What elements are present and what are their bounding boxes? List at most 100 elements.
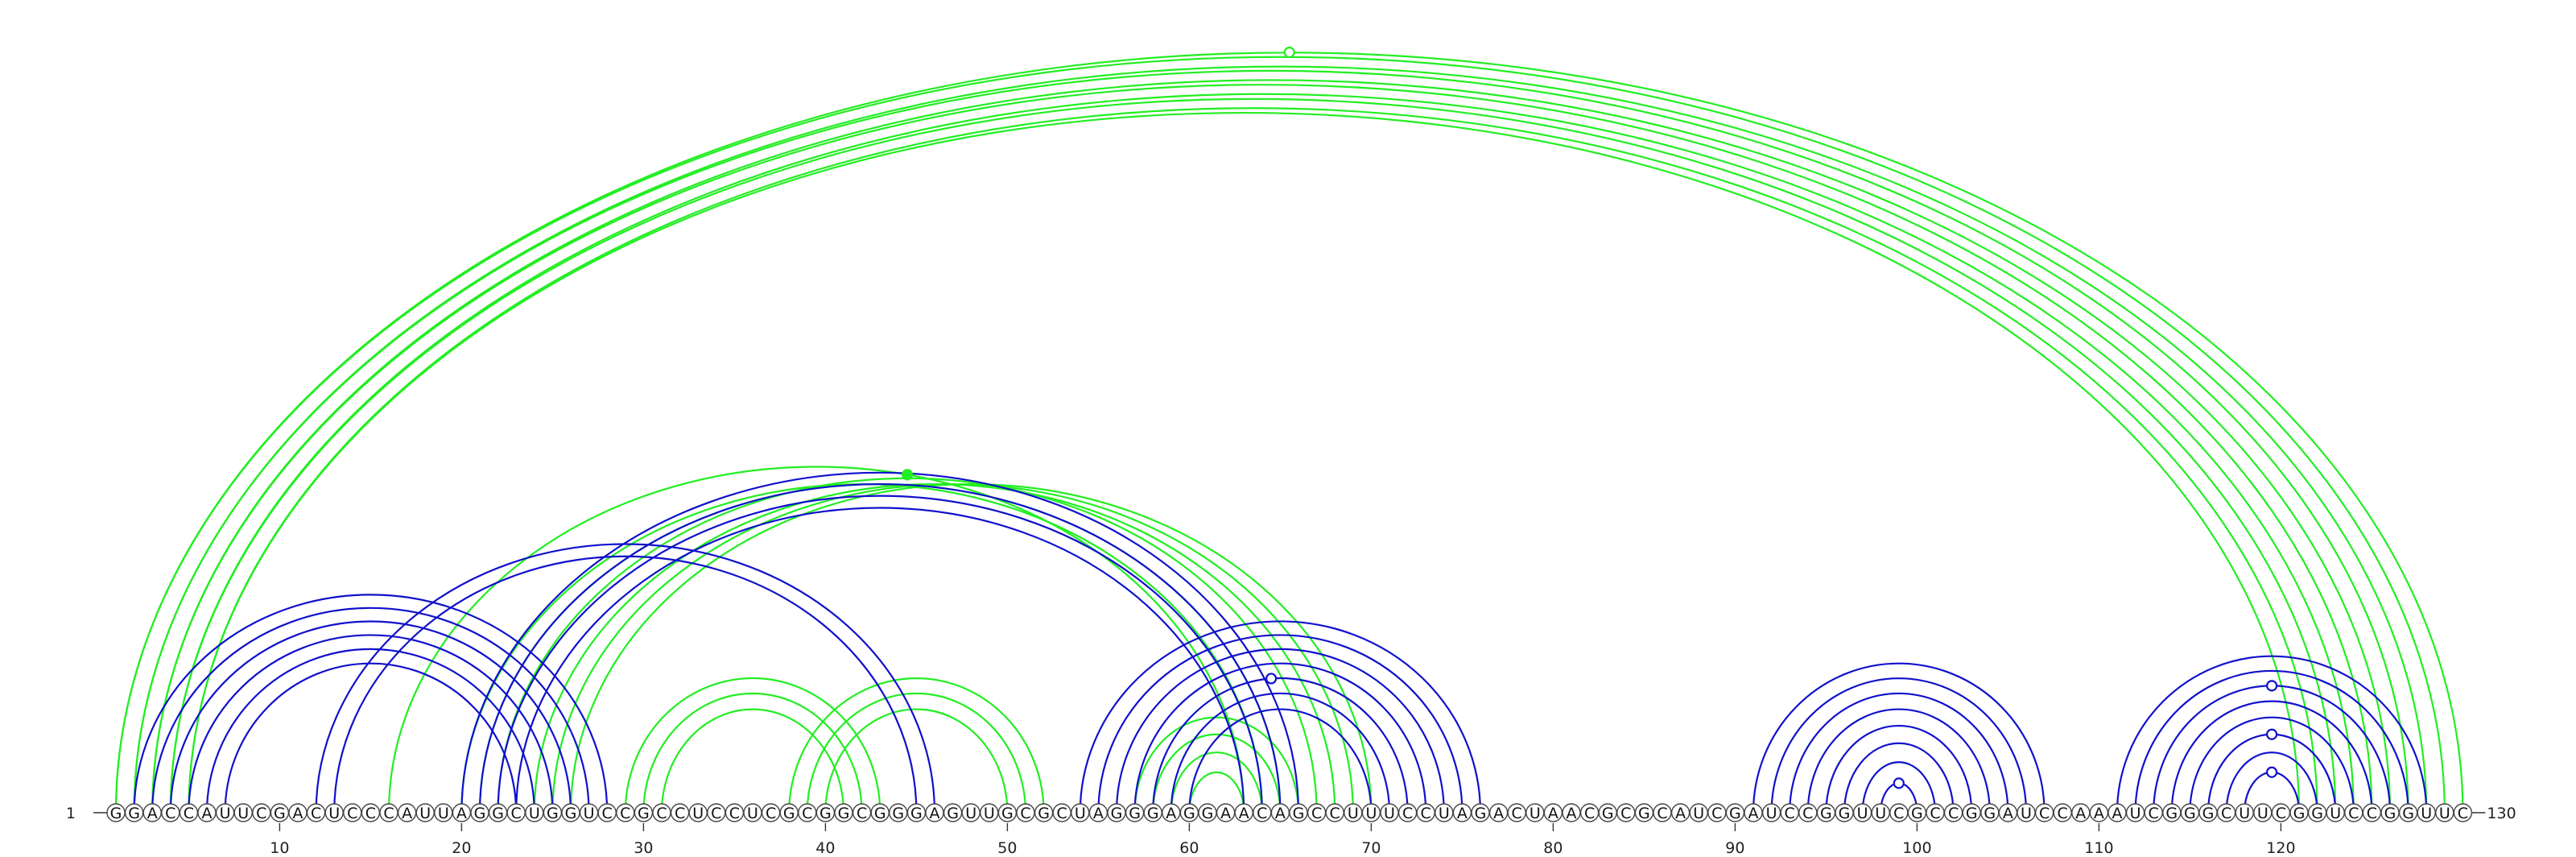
nucleotide-50: G (997, 803, 1018, 822)
green-arc-38-52 (788, 677, 1045, 814)
nucleotide-letter: A (1567, 805, 1577, 822)
blue-arc-111-128 (2116, 655, 2428, 814)
nucleotide-103: G (1962, 803, 1981, 822)
nucleotide-letter: G (2384, 805, 2396, 822)
nucleotide-letter: A (293, 805, 303, 822)
nucleotide-110: A (2089, 803, 2109, 822)
blue-arc-93-105 (1789, 692, 2009, 814)
nucleotide-letter: U (692, 805, 704, 822)
blue-arc-60-70 (1188, 708, 1373, 814)
nucleotide-letter: G (638, 805, 650, 822)
nucleotide-letter: C (2039, 805, 2050, 822)
nucleotide-letter: C (2221, 805, 2231, 822)
green-arc-59-64 (1170, 751, 1263, 814)
nucleotide-letter: C (2058, 805, 2068, 822)
nucleotide-letter: U (2439, 805, 2450, 822)
nucleotide-letter: A (1166, 805, 1176, 822)
nucleotide-130: C (2453, 803, 2473, 822)
end-label: 130 (2487, 805, 2516, 822)
nucleotide-89: C (1707, 803, 1727, 822)
blue-arc-4-26 (169, 620, 572, 814)
blue-arc-97-101 (1861, 761, 1937, 814)
nucleotide-letter: U (984, 805, 995, 822)
blue-arc-54-76 (1079, 620, 1482, 814)
nucleotide-letter: U (1875, 805, 1886, 822)
green-arc-30-42 (642, 692, 863, 814)
nucleotide-letter: A (2112, 805, 2123, 822)
nucleotide-71: U (1380, 803, 1399, 822)
nucleotide-letter: C (1584, 805, 1595, 822)
nucleotide-letter: G (1202, 805, 1214, 822)
arc-marker-1 (901, 469, 914, 481)
nucleotide-38: G (779, 803, 799, 822)
arcs-layer (114, 51, 2464, 814)
nucleotide-letter: A (456, 805, 467, 822)
nucleotide-letter: U (438, 805, 449, 822)
nucleotide-57: G (1125, 803, 1145, 822)
nucleotide-19: U (434, 803, 453, 822)
nucleotide-letter: C (1620, 805, 1631, 822)
arc-marker-2 (1265, 673, 1278, 685)
nucleotide-letter: A (2094, 805, 2104, 822)
nucleotide-91: A (1744, 803, 1763, 822)
nucleotide-letter: C (1893, 805, 1904, 822)
nucleotide-48: U (961, 803, 980, 822)
arc-marker-3 (1893, 777, 1905, 789)
nucleotide-47: G (943, 803, 963, 822)
nucleotide-letter: C (656, 805, 667, 822)
nucleotide-letter: C (2367, 805, 2377, 822)
nucleotide-letter: G (2293, 805, 2306, 822)
nucleotide-letter: G (492, 805, 504, 822)
nucleotide-letter: C (165, 805, 175, 822)
nucleotide-76: G (1471, 803, 1490, 822)
nucleotide-letter: U (1857, 805, 1868, 822)
nucleotide-123: U (2326, 803, 2345, 822)
nucleotide-78: C (1507, 803, 1526, 822)
nucleotide-32: C (670, 803, 690, 822)
blue-arc-7-23 (224, 662, 518, 814)
nucleotide-letter: U (2257, 805, 2268, 822)
green-arc-24-68 (533, 483, 1336, 814)
nucleotide-92: U (1761, 803, 1781, 822)
nucleotide-120: C (2271, 803, 2291, 822)
nucleotide-letter: C (620, 805, 630, 822)
nucleotide-letter: G (1147, 805, 1159, 822)
green-arc-2-127 (133, 69, 2409, 814)
blue-arc-13-45 (333, 555, 918, 814)
blue-arc-21-65 (478, 483, 1282, 814)
nucleotide-43: G (870, 803, 890, 822)
blue-arc-23-63 (515, 507, 1245, 814)
nucleotide-46: A (925, 803, 944, 822)
nucleotide-letter: C (1802, 805, 1813, 822)
nucleotide-18: U (415, 803, 435, 822)
nucleotide-letter: U (2239, 805, 2250, 822)
nucleotide-letter: C (383, 805, 394, 822)
nucleotide-77: A (1488, 803, 1509, 822)
nucleotide-letter: A (1093, 805, 1104, 822)
nucleotide-35: C (724, 803, 745, 822)
nucleotide-61: G (1198, 803, 1217, 822)
tick-label-90: 90 (1725, 839, 1744, 857)
green-arc-26-70 (569, 483, 1373, 814)
nucleotide-58: G (1143, 803, 1162, 822)
nucleotide-letter: G (2165, 805, 2178, 822)
nucleotide-letter: A (1548, 805, 1558, 822)
nucleotide-64: C (1253, 803, 1272, 822)
green-arc-5-122 (188, 107, 2318, 814)
nucleotide-letter: C (2276, 805, 2286, 822)
nucleotide-letter: C (1711, 805, 1722, 822)
nucleotide-8: U (233, 803, 253, 822)
blue-arc-96-102 (1843, 742, 1955, 814)
nucleotide-letter: A (1275, 805, 1286, 822)
nucleotide-102: C (1943, 803, 1963, 822)
blue-arc-112-127 (2134, 669, 2409, 814)
nucleotide-letter: G (910, 805, 923, 822)
nucleotide-letter: G (1602, 805, 1614, 822)
nucleotide-letter: U (747, 805, 758, 822)
nucleotide-55: A (1088, 803, 1108, 822)
nucleotide-14: C (343, 803, 362, 822)
nucleotide-28: C (597, 803, 617, 822)
tick-label-60: 60 (1179, 839, 1199, 857)
nucleotide-letter: G (2311, 805, 2323, 822)
